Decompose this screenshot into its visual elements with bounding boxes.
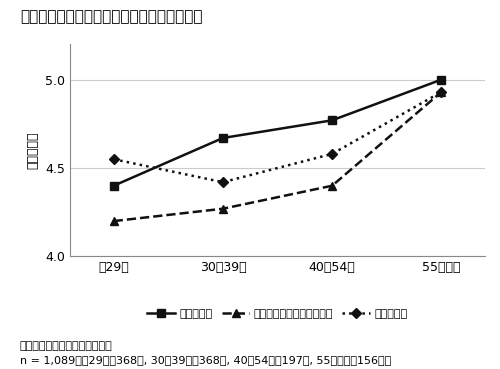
Text: 注：筆者のデータにより作成。: 注：筆者のデータにより作成。 xyxy=(20,341,113,351)
Legend: 仕事満足度, 仕事へのエンゲイジメント, 自律的学習: 仕事満足度, 仕事へのエンゲイジメント, 自律的学習 xyxy=(143,304,412,323)
Text: 図１　加齢に伴う仕事・学習関連の態度変化: 図１ 加齢に伴う仕事・学習関連の態度変化 xyxy=(20,9,203,24)
Text: n = 1,089（～29歳＝368名, 30～39歳＝368名, 40～54歳＝197名, 55歳以上＝156名）: n = 1,089（～29歳＝368名, 30～39歳＝368名, 40～54歳… xyxy=(20,355,391,365)
Y-axis label: 回答スコア: 回答スコア xyxy=(26,132,40,169)
